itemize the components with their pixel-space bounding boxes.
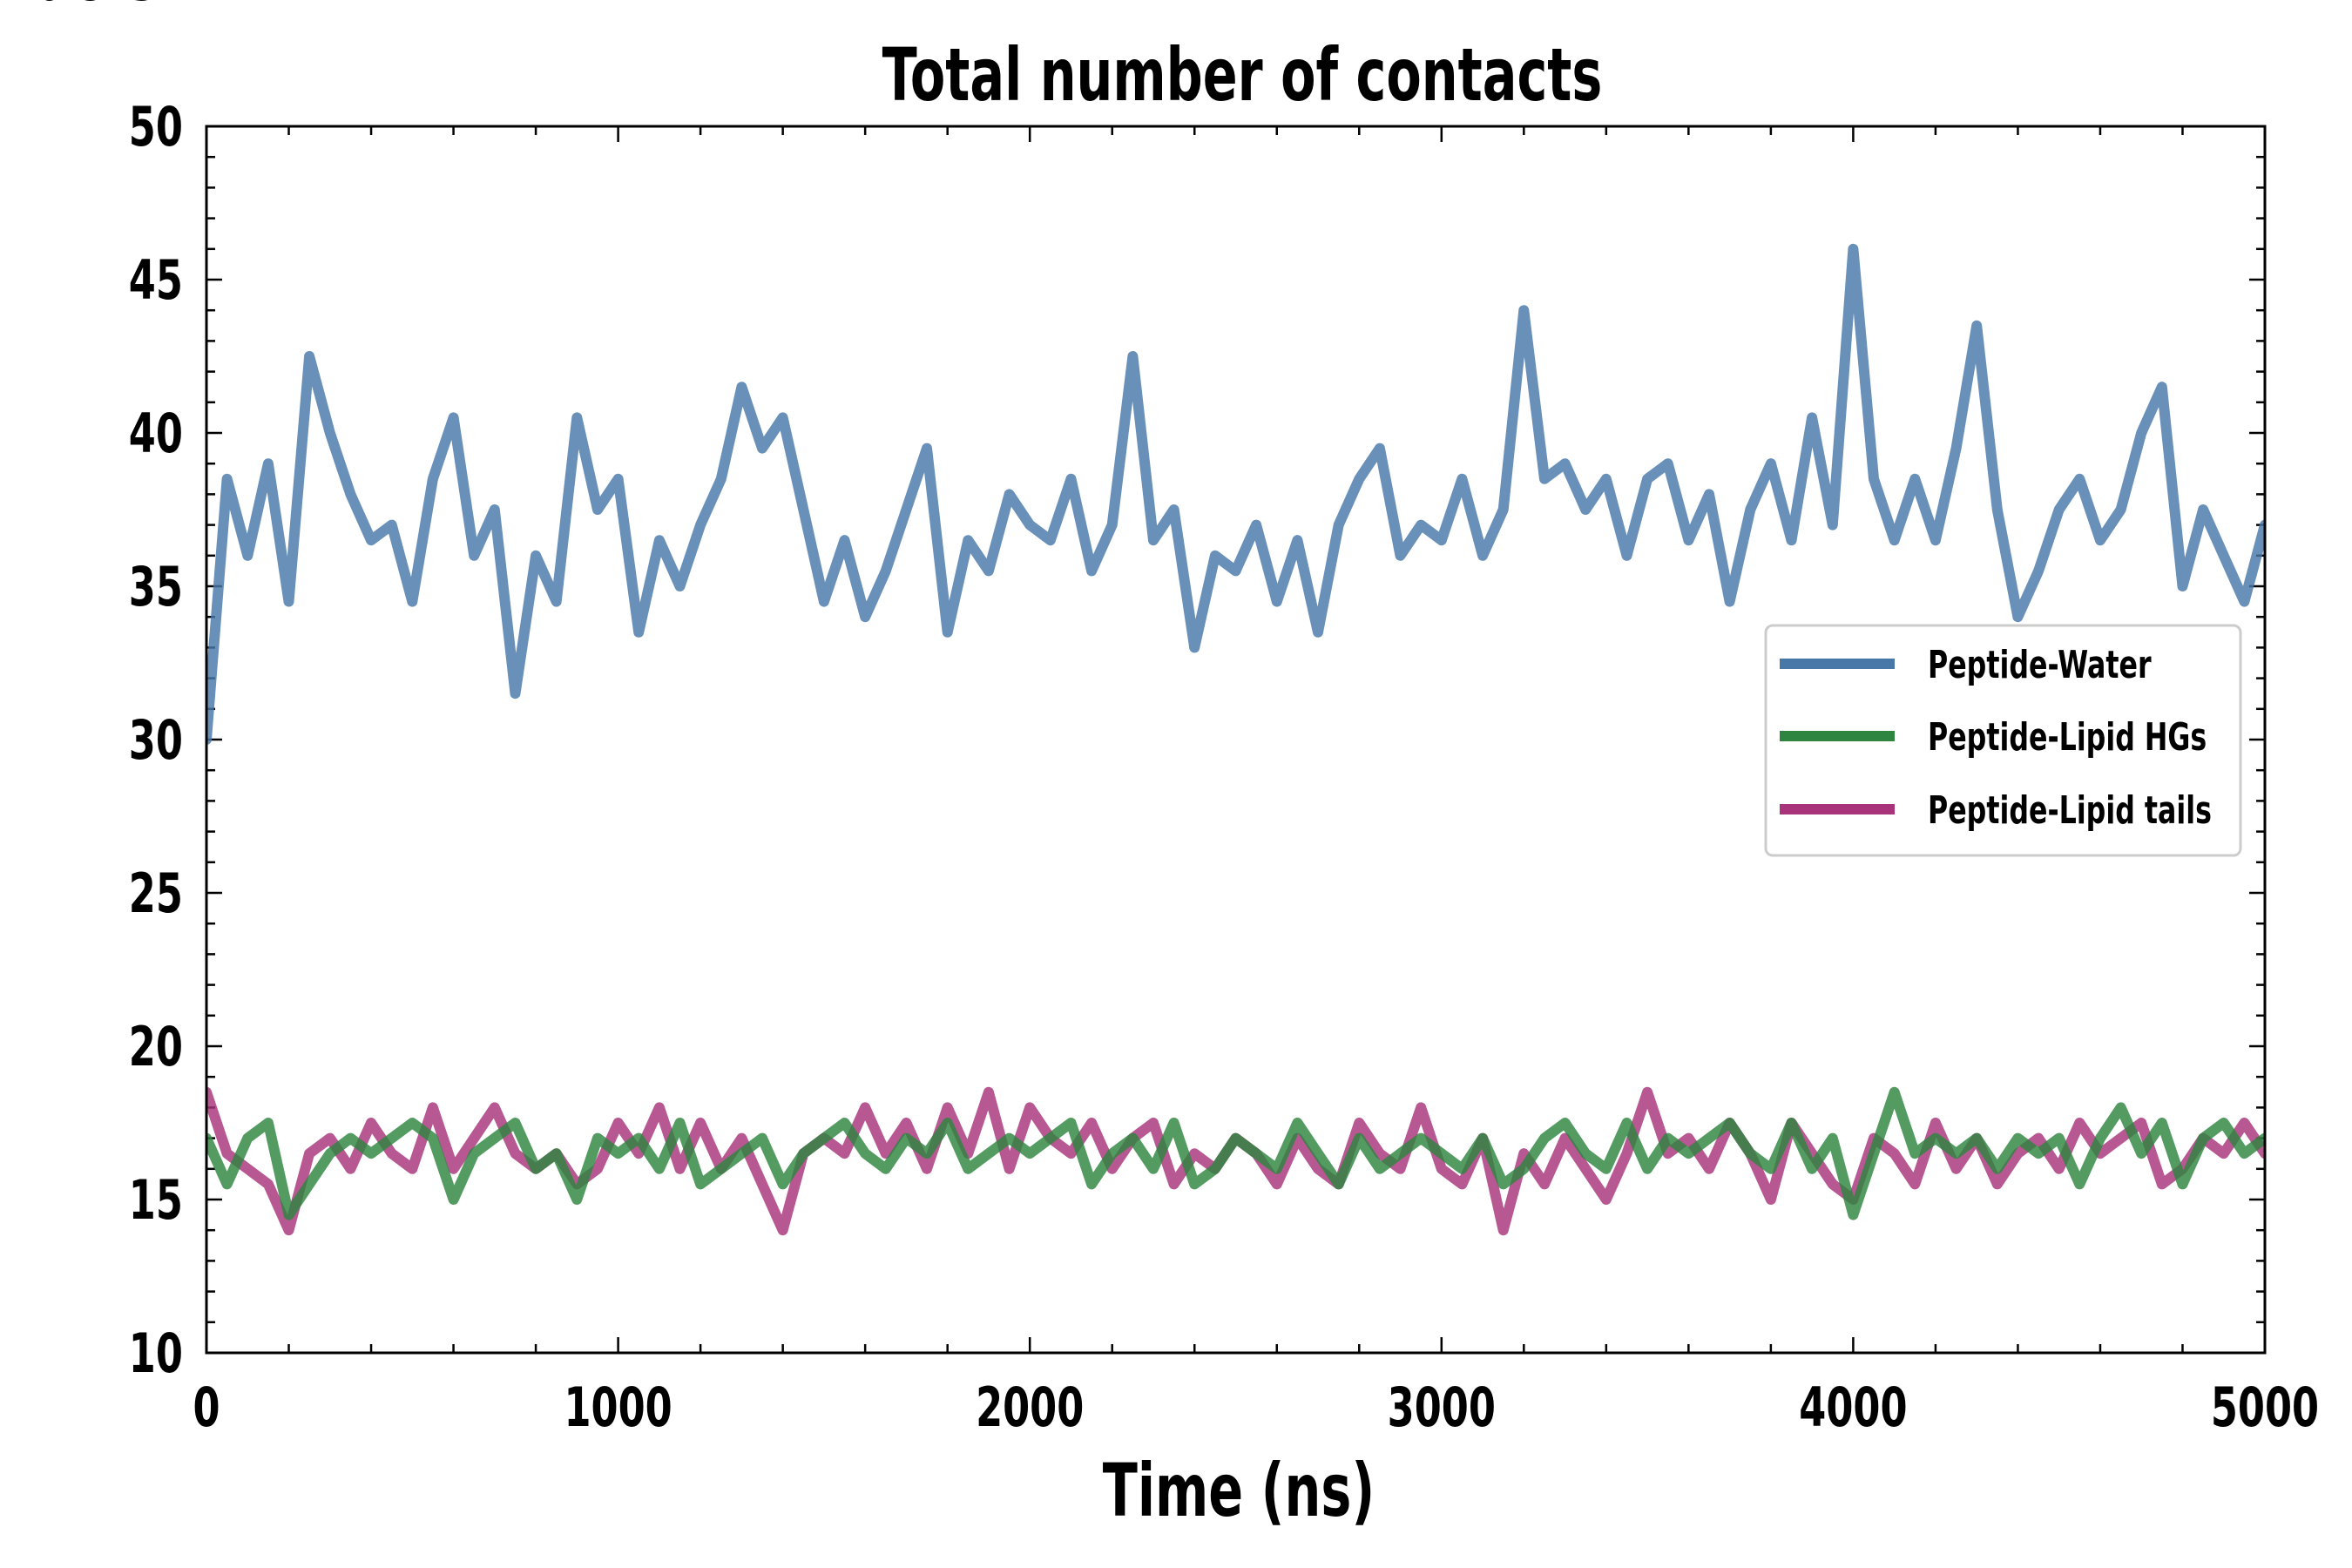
axis-ticks xyxy=(205,125,2267,1355)
plot-frame xyxy=(205,125,2267,1355)
series-line-peptide-lipid-tails xyxy=(206,1086,2265,1236)
y-tick-label: 15 xyxy=(129,1169,183,1232)
y-tick-label: 25 xyxy=(129,862,183,925)
x-tick-label: 2000 xyxy=(976,1376,1084,1439)
legend-label-peptide-water: Peptide-Water xyxy=(1928,643,2152,688)
legend: Peptide-Water Peptide-Lipid HGs Peptide-… xyxy=(1764,624,2242,857)
legend-label-peptide-lipid-tails: Peptide-Lipid tails xyxy=(1928,788,2212,834)
y-tick-labels: 10 15 20 25 30 35 40 45 50 xyxy=(129,96,183,1385)
x-tick-label: 1000 xyxy=(564,1376,672,1439)
legend-label-peptide-lipid-hgs: Peptide-Lipid HGs xyxy=(1928,715,2207,760)
y-tick-label: 10 xyxy=(129,1322,183,1385)
x-tick-label: 4000 xyxy=(1799,1376,1907,1439)
y-tick-label: 30 xyxy=(129,709,183,772)
y-tick-label: 50 xyxy=(129,96,183,159)
series-line-peptide-lipid-hgs xyxy=(206,1086,2265,1220)
y-tick-label: 45 xyxy=(129,249,183,312)
x-tick-label: 3000 xyxy=(1388,1376,1496,1439)
y-tick-label: 20 xyxy=(129,1016,183,1078)
x-axis-label: Time (ns) xyxy=(1103,1450,1375,1534)
series-lines xyxy=(206,243,2265,1236)
legend-item-peptide-lipid-hgs: Peptide-Lipid HGs xyxy=(1780,715,2207,760)
series-line-peptide-water xyxy=(206,243,2265,745)
x-tick-label: 5000 xyxy=(2211,1376,2319,1439)
x-tick-label: 0 xyxy=(193,1376,220,1439)
legend-box xyxy=(1764,624,2242,857)
chart-title: Total number of contacts xyxy=(882,34,1603,118)
legend-item-peptide-water: Peptide-Water xyxy=(1780,643,2152,688)
y-tick-label: 35 xyxy=(129,556,183,618)
x-tick-labels: 0 1000 2000 3000 4000 5000 xyxy=(193,1376,2319,1439)
y-tick-label: 40 xyxy=(129,402,183,465)
legend-item-peptide-lipid-tails: Peptide-Lipid tails xyxy=(1780,788,2212,834)
y-axis-label: # Contacts xyxy=(0,0,157,18)
